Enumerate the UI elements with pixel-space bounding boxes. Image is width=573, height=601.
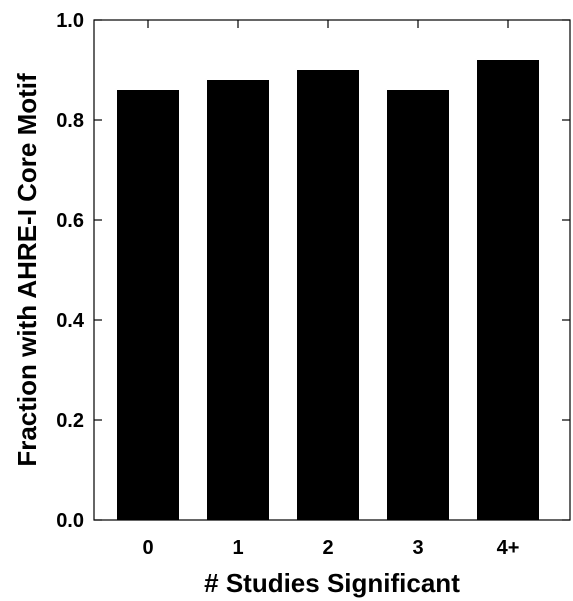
bar-0 — [117, 90, 179, 520]
x-tick-label: 1 — [232, 537, 243, 559]
y-tick-label: 0.8 — [56, 110, 84, 132]
bar-3 — [387, 90, 449, 520]
y-tick-label: 0.2 — [56, 410, 84, 432]
x-tick-label: 4+ — [497, 537, 520, 559]
x-tick-label: 0 — [142, 537, 153, 559]
bar-2 — [297, 70, 359, 520]
x-tick-label: 2 — [322, 537, 333, 559]
y-tick-label: 1.0 — [56, 10, 84, 32]
x-tick-label: 3 — [412, 537, 423, 559]
bar-1 — [207, 80, 269, 520]
x-ticks-layer: 0 1 2 3 4+ — [142, 20, 519, 559]
y-tick-label: 0.6 — [56, 210, 84, 232]
x-axis-title: # Studies Significant — [204, 568, 460, 598]
y-ticks-layer: 0.0 0.2 0.4 0.6 0.8 1.0 — [56, 10, 570, 532]
bar-4 — [477, 60, 539, 520]
y-axis-title: Fraction with AHRE-I Core Motif — [12, 73, 42, 467]
axes-layer — [93, 19, 571, 521]
bars-layer — [117, 60, 539, 520]
y-tick-label: 0.4 — [56, 310, 85, 332]
y-tick-label: 0.0 — [56, 510, 84, 532]
plot-frame — [93, 19, 571, 521]
